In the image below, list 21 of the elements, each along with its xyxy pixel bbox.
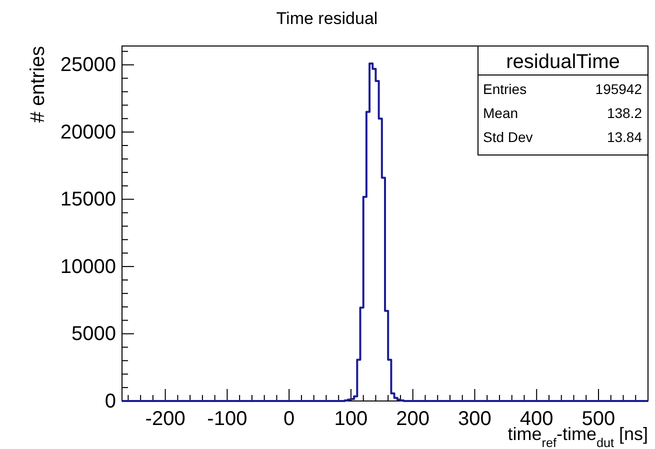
chart-title: Time residual [276,9,378,28]
y-tick-label: 20000 [60,121,116,144]
x-tick-label: 300 [458,408,492,430]
x-tick-label: 0 [284,408,295,430]
annotation: residualTime [506,51,620,73]
y-tick-label: 15000 [60,188,116,211]
x-tick-label: -100 [207,408,248,430]
annotation: 13.84 [606,129,642,145]
annotation: Std Dev [483,129,533,145]
y-tick-label: 10000 [60,256,116,278]
annotation: 195942 [595,81,642,97]
y-tick-label: 25000 [60,54,116,76]
x-tick-label: 100 [334,408,368,430]
x-tick-label: -200 [145,408,186,430]
annotation: Entries [483,81,527,97]
annotation: 138.2 [606,105,642,121]
annotation: Mean [483,105,518,121]
y-tick-label: 5000 [72,323,116,346]
y-tick-label: 0 [104,390,116,412]
y-axis-title: # entries [27,46,49,123]
x-tick-label: 200 [396,408,430,430]
